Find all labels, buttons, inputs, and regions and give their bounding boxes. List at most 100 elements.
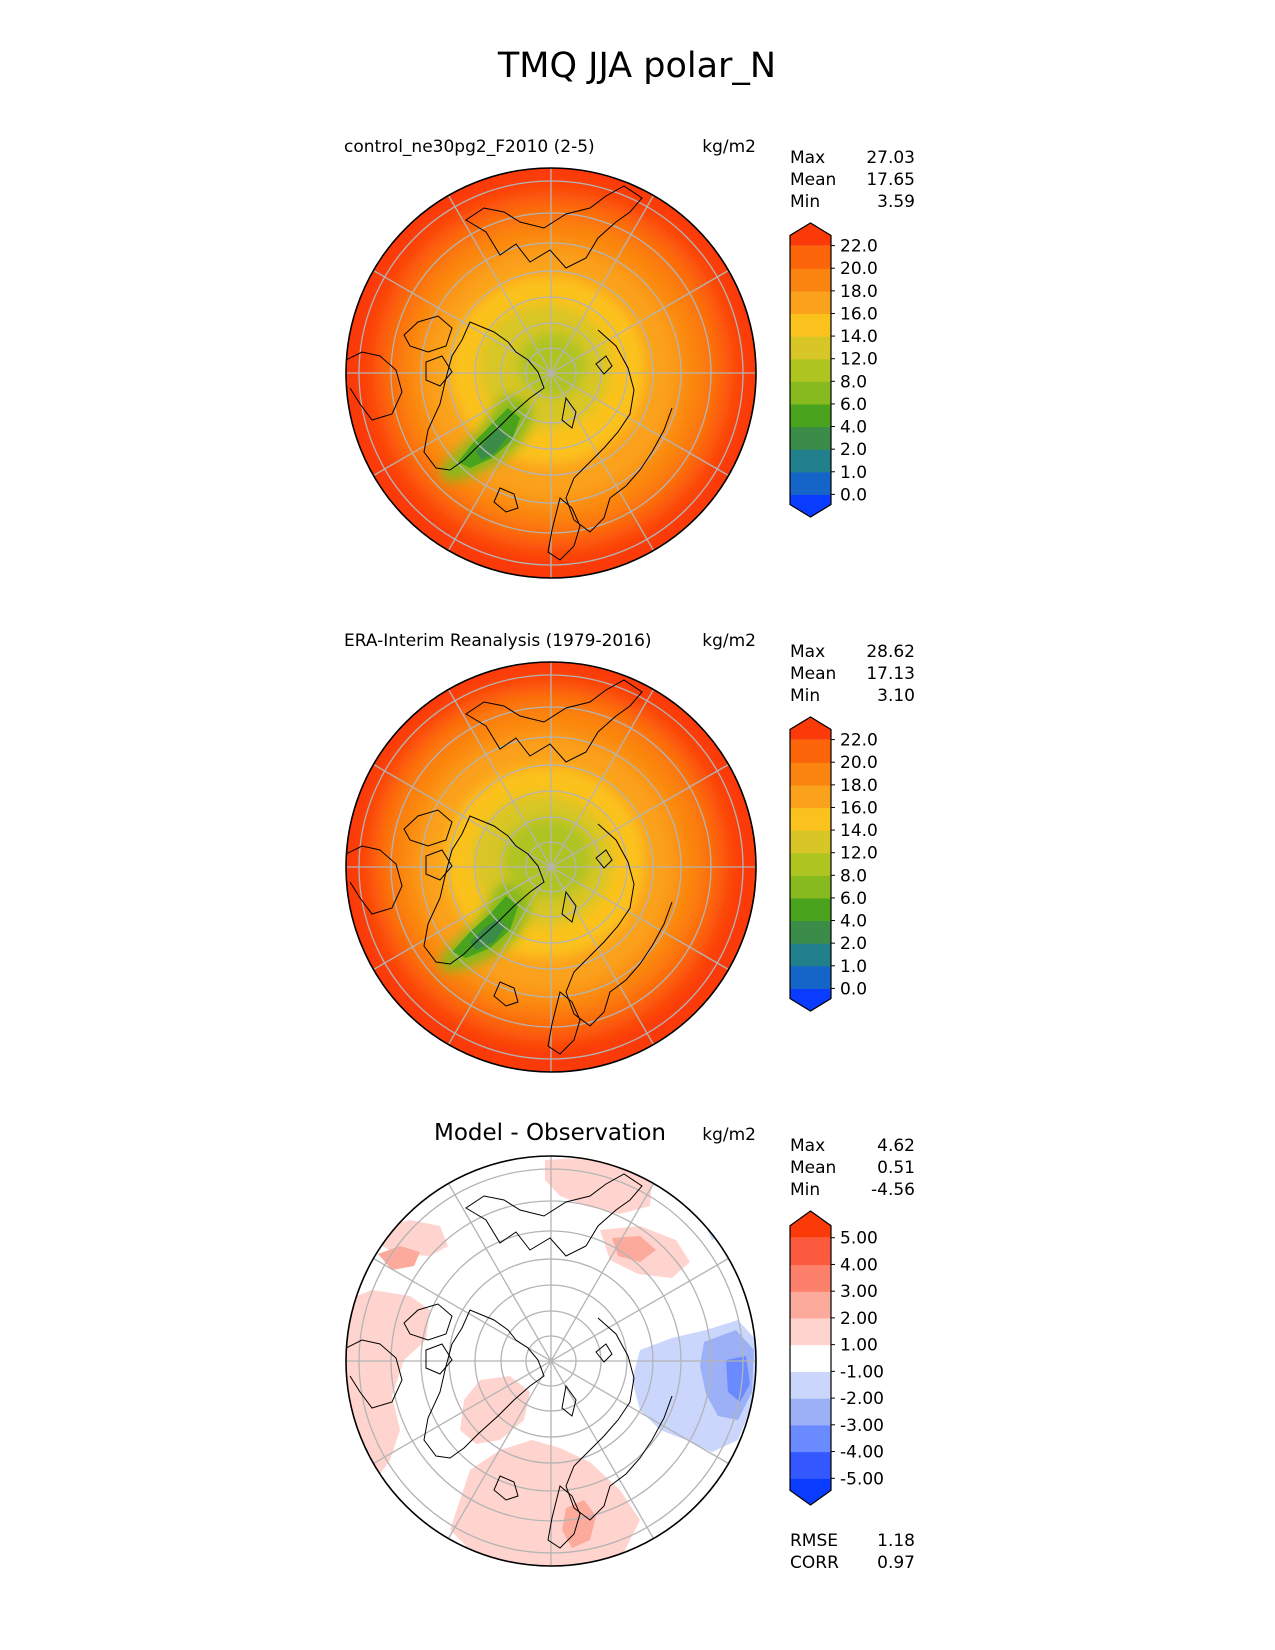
colorbar-segment <box>790 449 831 473</box>
colorbar-tick-label: -2.00 <box>840 1389 884 1409</box>
map-frame <box>345 167 757 579</box>
colorbar-segment <box>790 965 831 989</box>
colorbar-outline <box>789 222 832 518</box>
metric-rmse-label: RMSE <box>790 1531 838 1551</box>
panel-obs-units: kg/m2 <box>702 631 756 651</box>
colorbar-tick-label: 20.0 <box>840 753 878 773</box>
panel-obs-title: ERA-Interim Reanalysis (1979-2016) <box>344 631 652 651</box>
colorbar-segment <box>790 830 831 854</box>
coastlines <box>346 679 673 1055</box>
colorbar-segment <box>790 897 831 922</box>
stat-min-label: Min <box>790 686 820 706</box>
stat-mean-label: Mean <box>790 664 836 684</box>
colorbar-tick-label: 12.0 <box>840 844 878 864</box>
colorbar-tick-label: 2.00 <box>840 1309 878 1329</box>
figure-title: TMQ JJA polar_N <box>497 46 776 86</box>
colorbar-segment <box>790 1291 831 1319</box>
panel-diff: Model - Observation kg/m2 <box>345 1120 915 1573</box>
colorbar-tick-label: 14.0 <box>840 821 878 841</box>
colorbar-tick-label: 4.0 <box>840 912 867 932</box>
stat-min-label: Min <box>790 192 820 212</box>
colorbar-tick-label: -5.00 <box>840 1469 884 1489</box>
colorbar-tick-label: 14.0 <box>840 327 878 347</box>
colorbar-segment <box>790 313 831 337</box>
stat-min-label: Min <box>790 1180 820 1200</box>
colorbar-segment <box>790 807 831 831</box>
colorbar-tick-label: 5.00 <box>840 1229 878 1249</box>
colorbar-segment <box>790 784 831 809</box>
stats-model: Max 27.03 Mean 17.65 Min 3.59 <box>790 148 915 212</box>
colorbar-tick-label: -1.00 <box>840 1362 884 1382</box>
colorbar-segment <box>790 1371 831 1399</box>
coastlines <box>346 1173 673 1549</box>
field-greenland-inner <box>452 896 518 958</box>
colorbar-segment <box>790 852 831 876</box>
polar-map-diff <box>346 1156 756 1566</box>
diff-pos-north <box>545 1158 652 1214</box>
colorbar-extend-min <box>790 988 831 1011</box>
stat-mean-value: 17.13 <box>866 664 915 684</box>
stat-max-value: 27.03 <box>866 148 915 168</box>
stat-mean-label: Mean <box>790 1158 836 1178</box>
colorbar-segment <box>790 1398 831 1426</box>
colorbar-diff: -5.00 -4.00 -3.00 -2.00 -1.00 1.00 2.00 3.00 4.0… <box>789 1210 884 1506</box>
colorbar-tick-label: 1.0 <box>840 463 867 483</box>
polar-map-obs <box>346 662 756 1072</box>
field-greenland-core <box>476 428 508 460</box>
colorbar-segment <box>790 1451 831 1479</box>
colorbar-tick-label: 1.00 <box>840 1336 878 1356</box>
field-greenland-core <box>470 918 506 950</box>
colorbar-segment <box>790 1424 831 1453</box>
colorbar-segment <box>790 762 831 786</box>
colorbar-segment <box>790 268 831 292</box>
metric-rmse-value: 1.18 <box>877 1531 915 1551</box>
colorbar-tick-label: 8.0 <box>840 372 867 392</box>
colorbar-tick-label: 22.0 <box>840 731 878 751</box>
colorbar-tick-label: 4.0 <box>840 418 867 438</box>
stat-max-value: 28.62 <box>866 642 915 662</box>
coastlines <box>346 185 673 561</box>
colorbar-tick-label: 6.0 <box>840 889 867 909</box>
colorbar-segment <box>790 943 831 967</box>
colorbar-extend-max <box>790 1211 831 1238</box>
stat-max-label: Max <box>790 148 825 168</box>
diff-pos-strong-b <box>562 1500 596 1548</box>
colorbar-tick-label: 0.0 <box>840 979 867 999</box>
colorbar-tick-label: 2.0 <box>840 440 867 460</box>
colorbar-segment <box>790 336 831 360</box>
stat-min-value: 3.59 <box>877 192 915 212</box>
colorbar-outline <box>789 1210 832 1506</box>
stat-mean-value: 17.65 <box>866 170 915 190</box>
stat-min-value: -4.56 <box>871 1180 915 1200</box>
colorbar-tick-label: 6.0 <box>840 395 867 415</box>
colorbar-segment <box>790 403 831 428</box>
stat-max-value: 4.62 <box>877 1136 915 1156</box>
colorbar-segment <box>790 471 831 495</box>
colorbar-segment <box>790 1317 831 1346</box>
colorbar-obs: 0.01.0 2.04.0 6.0 8.012.0 14.0 16.018.0 20.022… <box>789 716 878 1012</box>
colorbar-tick-label: -4.00 <box>840 1443 884 1463</box>
colorbar-segment <box>790 245 831 269</box>
colorbar-segment <box>790 290 831 315</box>
colorbar-segment <box>790 920 831 944</box>
colorbar-tick-label: -3.00 <box>840 1416 884 1436</box>
diff-pos-strong-c <box>612 1236 656 1262</box>
stats-obs: Max 28.62 Mean 17.13 Min 3.10 <box>790 642 915 706</box>
colorbar-tick-label: 2.0 <box>840 934 867 954</box>
metric-corr-value: 0.97 <box>877 1553 915 1573</box>
colorbar-segment <box>790 426 831 450</box>
panel-model: control_ne30pg2_F2010 (2-5) kg/m2 <box>344 137 915 579</box>
stat-mean-value: 0.51 <box>877 1158 915 1178</box>
stat-min-value: 3.10 <box>877 686 915 706</box>
colorbar-model: 0.01.0 2.04.0 6.0 8.012.0 14.0 16.018.0 20.022… <box>789 222 878 518</box>
colorbar-extend-min <box>790 1478 831 1505</box>
diff-pos-northwest <box>378 1220 448 1256</box>
colorbar-tick-label: 0.0 <box>840 485 867 505</box>
colorbar-tick-label: 16.0 <box>840 798 878 818</box>
colorbar-segment <box>790 1264 831 1292</box>
panel-obs: ERA-Interim Reanalysis (1979-2016) kg/m2 <box>344 631 915 1073</box>
colorbar-tick-label: 4.00 <box>840 1255 878 1275</box>
graticule <box>346 1156 756 1566</box>
colorbar-extend-max <box>790 223 831 246</box>
